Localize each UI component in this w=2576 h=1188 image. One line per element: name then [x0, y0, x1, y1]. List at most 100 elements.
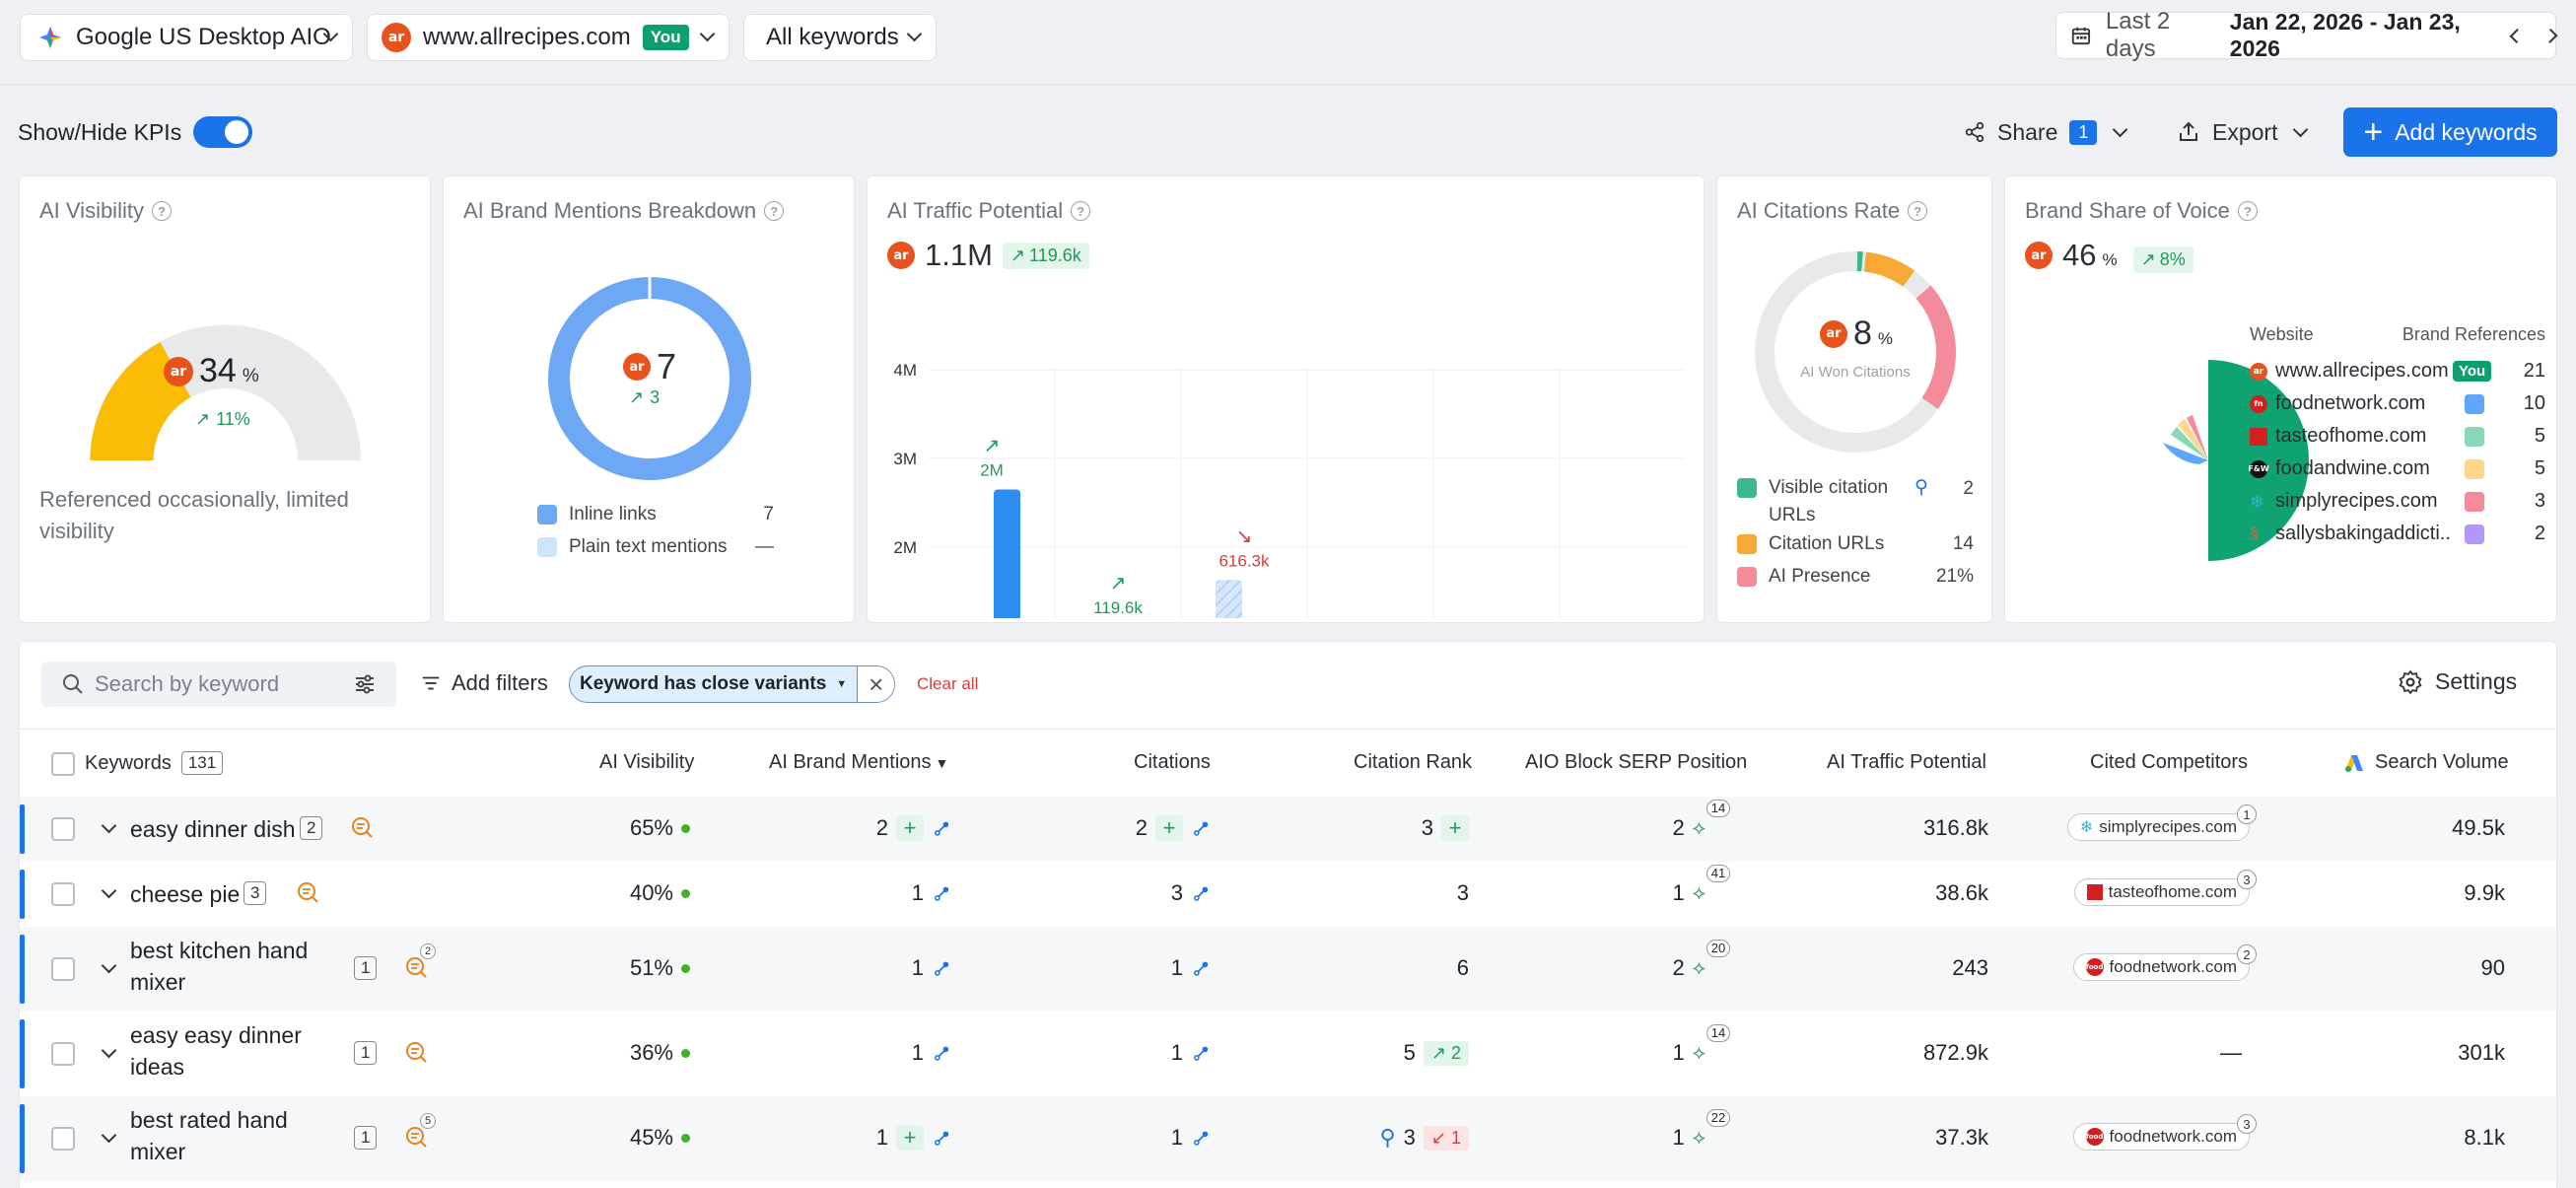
help-icon[interactable]: ?: [151, 201, 172, 221]
diamond-icon: ⟡: [1692, 956, 1706, 979]
cited-competitors-cell[interactable]: ❄ simplyrecipes.com 1: [2066, 804, 2257, 841]
chevron-left-icon[interactable]: [2509, 28, 2525, 43]
ai-overview-icon[interactable]: 2: [404, 943, 436, 985]
sliders-icon[interactable]: [353, 672, 377, 696]
table-row[interactable]: easy dinner dish 2 65% 2 + ⊶ 2 + ⊶ 3 + 2 ⟡ 14 316.8k…: [20, 797, 2556, 862]
add-keywords-button[interactable]: + Add keywords: [2343, 107, 2557, 157]
col-cited-competitors[interactable]: Cited Competitors: [2090, 751, 2249, 773]
close-variants-badge[interactable]: 3: [244, 881, 267, 905]
help-icon[interactable]: ?: [1071, 201, 1091, 221]
col-citation-rank[interactable]: Citation Rank: [1354, 751, 1473, 773]
bar-current[interactable]: [994, 489, 1020, 619]
citations-cell: 2 + ⊶: [1135, 813, 1217, 844]
cited-competitors-cell[interactable]: tasteofhome.com 3: [2073, 870, 2257, 906]
competitor-chip: ❄ simplyrecipes.com 1: [2066, 804, 2257, 841]
link-icon: ⊶: [927, 878, 957, 909]
you-badge: You: [2453, 361, 2492, 382]
link-icon: ⊶: [927, 1123, 957, 1153]
table-row[interactable]: best rated hand mixer 1 5 45% 1 + ⊶ 1 ⊶ ⚲ 3 ↙ 1 1 ⟡…: [20, 1096, 2556, 1181]
date-range-picker[interactable]: Last 2 days Jan 22, 2026 - Jan 23, 2026: [2055, 8, 2558, 62]
col-keywords[interactable]: Keywords 131: [85, 751, 224, 775]
ai-visibility-cell: 51%: [630, 955, 690, 981]
table-row[interactable]: cheese pie 3 40% 1 ⊶ 3 ⊶ 3 1 ⟡ 41 38.6k tasteofhom…: [20, 862, 2556, 927]
help-icon[interactable]: ?: [1908, 201, 1928, 221]
kpi-toggle-switch[interactable]: [193, 116, 253, 148]
col-ai-brand-mentions[interactable]: AI Brand Mentions ▼: [769, 751, 949, 773]
ai-visibility-cell: 65%: [630, 815, 690, 841]
expand-chevron-icon[interactable]: [101, 882, 117, 899]
search-box[interactable]: Search by keyword: [41, 662, 396, 707]
sov-site: sallysbakingaddicti...: [2275, 523, 2451, 544]
engine-select[interactable]: Google US Desktop AIO: [20, 14, 353, 61]
cited-competitors-cell: —: [2220, 1040, 2242, 1065]
keyword-text[interactable]: easy dinner dish: [130, 816, 296, 842]
table-divider: [20, 729, 2556, 730]
row-checkbox[interactable]: [51, 817, 75, 841]
cited-competitors-cell[interactable]: food foodnetwork.com 2: [2072, 944, 2257, 981]
close-variants-badge[interactable]: 1: [354, 1126, 378, 1150]
legend-swatch: [537, 505, 557, 524]
col-search-volume[interactable]: Search Volume: [2343, 751, 2509, 774]
keyword-text[interactable]: best rated hand mixer: [130, 1107, 288, 1164]
expand-chevron-icon[interactable]: [101, 1127, 117, 1144]
mentions-legend-inline: Inline links 7: [537, 504, 774, 525]
ai-overview-icon[interactable]: 5: [404, 1113, 436, 1154]
row-checkbox[interactable]: [51, 957, 75, 981]
close-icon[interactable]: ×: [857, 666, 895, 702]
sov-row: § sallysbakingaddicti... 2: [2250, 523, 2545, 545]
table-row[interactable]: best kitchen hand mixer 1 2 51% 1 ⊶ 1 ⊶ 6 2 ⟡ 20 2…: [20, 927, 2556, 1012]
cited-competitors-cell[interactable]: food foodnetwork.com 3: [2072, 1114, 2257, 1151]
keyword-text[interactable]: best kitchen hand mixer: [130, 938, 309, 995]
share-button[interactable]: Share 1: [1964, 114, 2128, 150]
row-checkbox[interactable]: [51, 1127, 75, 1151]
add-keywords-label: Add keywords: [2395, 118, 2538, 145]
keywords-filter-select[interactable]: All keywords: [743, 14, 937, 61]
clear-all-link[interactable]: Clear all: [917, 674, 979, 693]
google-ai-icon: [39, 27, 61, 48]
settings-button[interactable]: Settings: [2398, 668, 2517, 695]
traffic-change-badge: ↗ 119.6k: [1002, 242, 1089, 269]
expand-chevron-icon[interactable]: [101, 817, 117, 834]
table-row[interactable]: easy easy dinner ideas 1 36% 1 ⊶ 1 ⊶ 5 ↗ 2 1 ⟡ 14 8…: [20, 1012, 2556, 1096]
col-citations[interactable]: Citations: [1134, 751, 1211, 773]
filter-chip-label[interactable]: Keyword has close variants: [580, 673, 827, 694]
serp-badge: 22: [1706, 1108, 1731, 1127]
y-tick-label: 4M: [893, 361, 917, 380]
close-variants-badge[interactable]: 1: [354, 956, 378, 980]
select-all-checkbox[interactable]: [51, 752, 75, 776]
ai-overview-icon[interactable]: [404, 1040, 428, 1070]
close-variants-badge[interactable]: 2: [300, 816, 323, 840]
expand-chevron-icon[interactable]: [101, 957, 117, 974]
search-volume-cell: 301k: [2458, 1040, 2505, 1065]
mentions-change: ↗ 3: [629, 387, 661, 407]
ai-overview-icon[interactable]: [350, 815, 374, 845]
close-variants-badge[interactable]: 1: [354, 1041, 378, 1065]
legend-swatch: [2465, 491, 2484, 512]
col-traffic-potential[interactable]: AI Traffic Potential: [1827, 751, 1986, 773]
row-checkbox[interactable]: [51, 1042, 75, 1066]
search-input[interactable]: Search by keyword: [95, 671, 280, 696]
export-button[interactable]: Export: [2177, 114, 2309, 150]
keyword-text[interactable]: cheese pie: [130, 881, 241, 907]
filter-chip[interactable]: Keyword has close variants ▼ ×: [569, 665, 896, 703]
traffic-potential-cell: 872.9k: [1922, 1040, 1988, 1065]
row-checkbox[interactable]: [51, 882, 75, 906]
expand-chevron-icon[interactable]: [101, 1042, 117, 1059]
help-icon[interactable]: ?: [764, 201, 785, 221]
chevron-right-icon[interactable]: [2542, 28, 2558, 43]
sov-refs: 21: [2523, 360, 2545, 382]
brand-mentions-cell: 2 + ⊶: [875, 813, 957, 844]
ai-visibility-card: AI Visibility? ar 34 % ↗ 11% Referenced o…: [19, 175, 431, 623]
ai-overview-icon[interactable]: [296, 880, 319, 910]
serp-badge: 20: [1706, 939, 1731, 957]
keyword-text[interactable]: easy easy dinner ideas: [130, 1022, 302, 1080]
serp-position-cell: 2 ⟡ 20: [1673, 939, 1731, 981]
help-icon[interactable]: ?: [2237, 201, 2258, 221]
col-serp-position[interactable]: AIO Block SERP Position: [1525, 751, 1748, 773]
search-volume-cell: 8.1k: [2464, 1125, 2505, 1150]
add-filters-button[interactable]: Add filters: [420, 670, 548, 696]
col-ai-visibility[interactable]: AI Visibility: [599, 751, 695, 773]
bar-previous[interactable]: [1216, 580, 1242, 618]
traffic-bar-chart: 4M3M2M1M0↗2M❄↗119.6kar↘616.3kfood↘10.8k§…: [893, 361, 1686, 619]
domain-select[interactable]: ar www.allrecipes.com You: [367, 14, 730, 61]
